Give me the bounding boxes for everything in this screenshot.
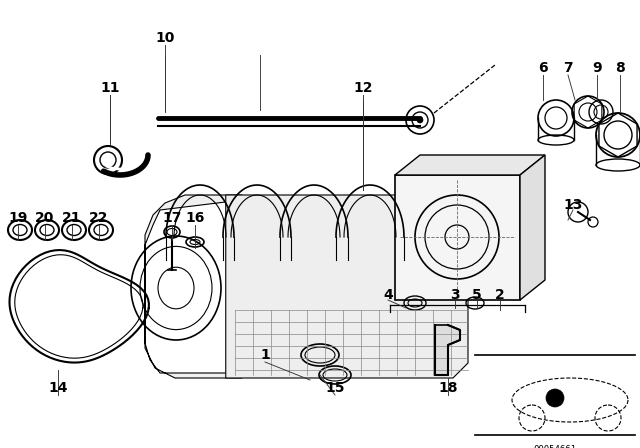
Circle shape xyxy=(417,117,423,123)
Text: 11: 11 xyxy=(100,81,120,95)
Text: 16: 16 xyxy=(186,211,205,225)
Text: 18: 18 xyxy=(438,381,458,395)
Text: 15: 15 xyxy=(325,381,345,395)
Circle shape xyxy=(546,389,564,407)
Polygon shape xyxy=(435,325,460,375)
Text: 3: 3 xyxy=(450,288,460,302)
Text: 22: 22 xyxy=(89,211,109,225)
Text: 9: 9 xyxy=(592,61,602,75)
Text: 2: 2 xyxy=(495,288,505,302)
Text: 4: 4 xyxy=(383,288,393,302)
Polygon shape xyxy=(520,155,545,300)
Text: 12: 12 xyxy=(353,81,372,95)
Text: 21: 21 xyxy=(62,211,82,225)
Text: 5: 5 xyxy=(472,288,482,302)
Polygon shape xyxy=(395,175,520,300)
Text: 19: 19 xyxy=(8,211,28,225)
Text: 10: 10 xyxy=(156,31,175,45)
Polygon shape xyxy=(395,155,545,175)
Text: 8: 8 xyxy=(615,61,625,75)
Text: 7: 7 xyxy=(563,61,573,75)
Polygon shape xyxy=(145,195,242,378)
Text: 13: 13 xyxy=(563,198,582,212)
Text: 6: 6 xyxy=(538,61,548,75)
Text: 00054661: 00054661 xyxy=(534,445,577,448)
Text: 20: 20 xyxy=(35,211,54,225)
Polygon shape xyxy=(226,195,468,378)
Text: 1: 1 xyxy=(260,348,270,362)
Text: 17: 17 xyxy=(163,211,182,225)
Text: 14: 14 xyxy=(48,381,68,395)
